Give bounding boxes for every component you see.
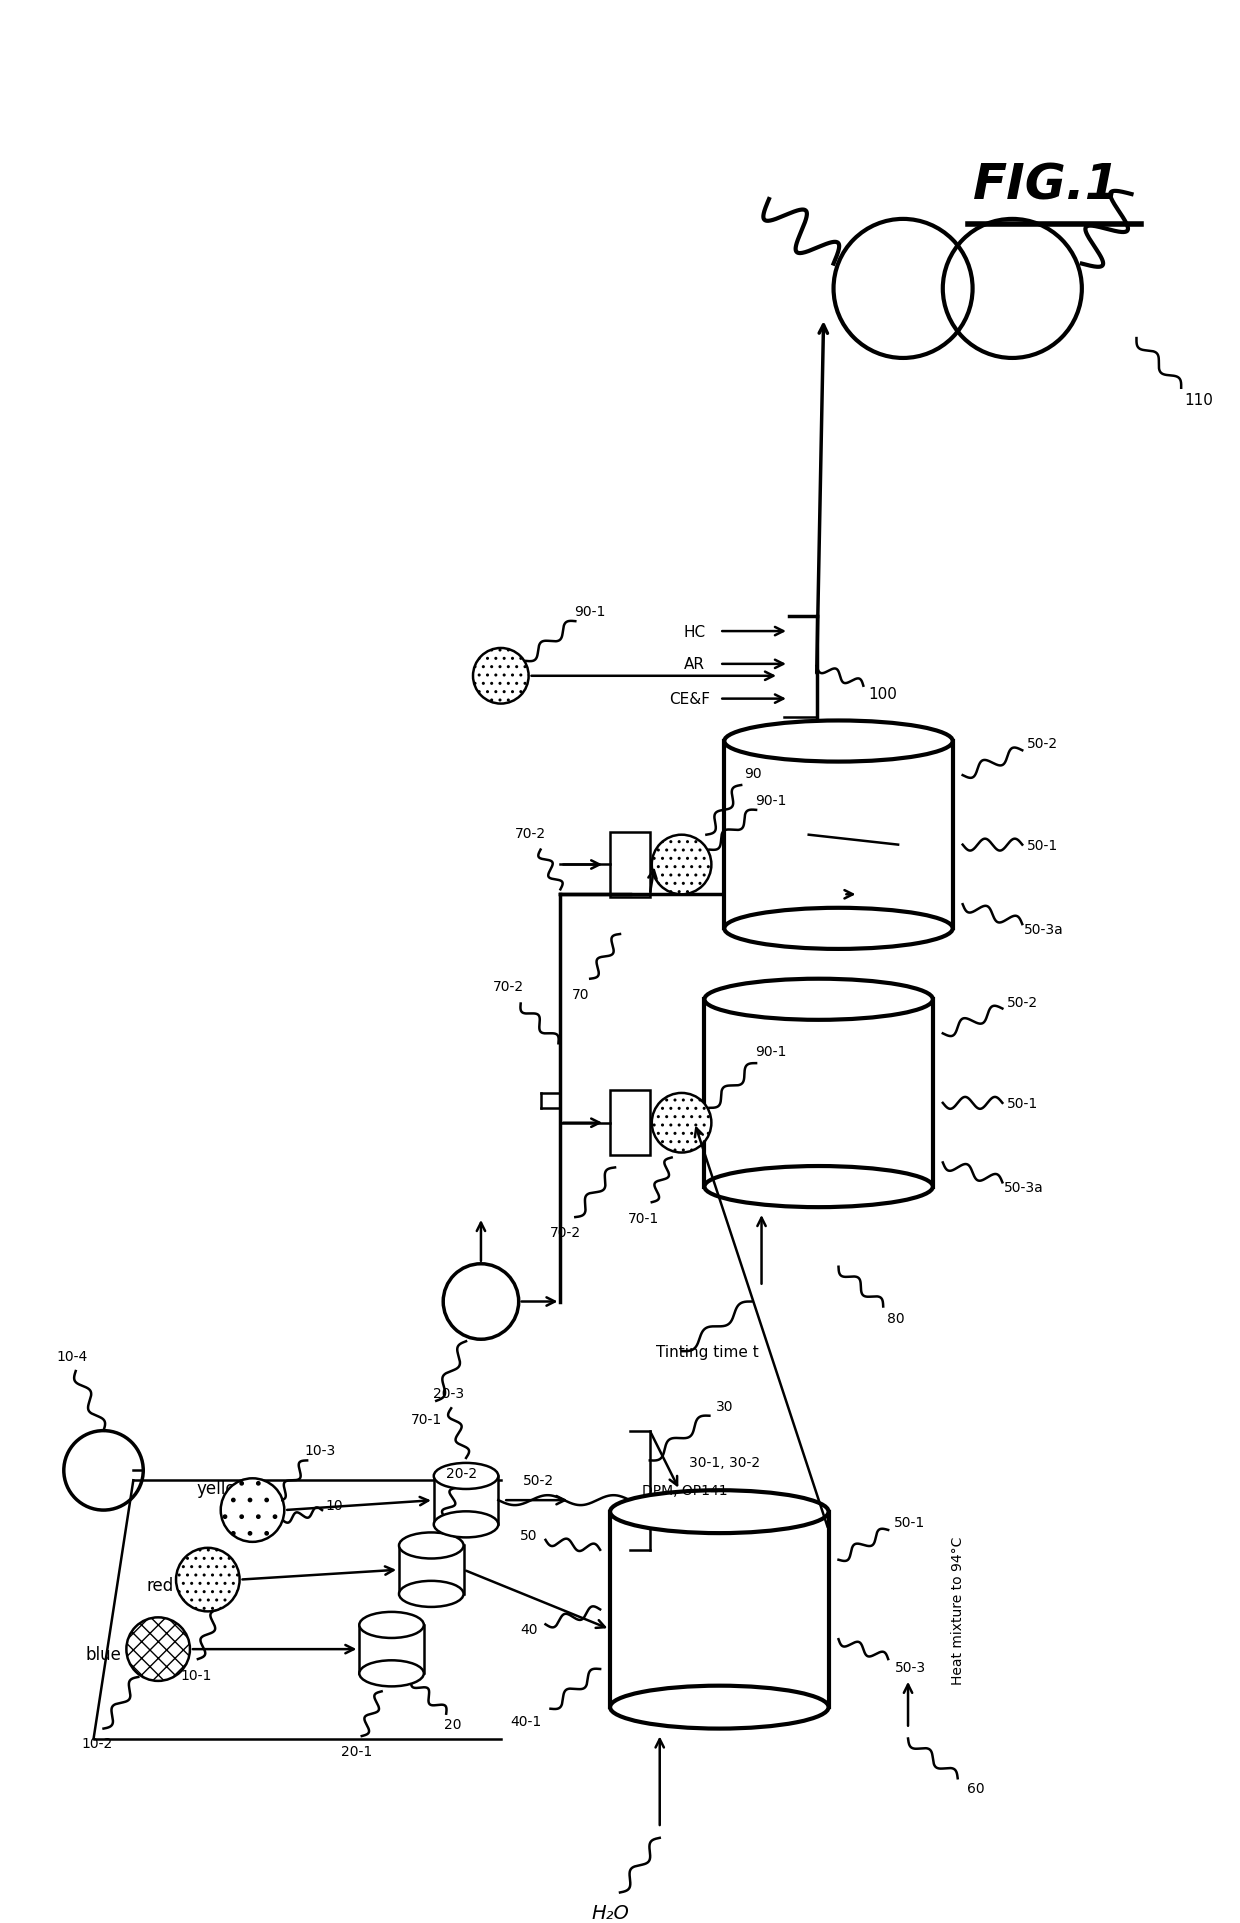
Ellipse shape xyxy=(704,979,932,1021)
Text: 50-3: 50-3 xyxy=(894,1660,925,1675)
Text: FIG.1: FIG.1 xyxy=(973,162,1121,210)
Ellipse shape xyxy=(360,1611,424,1638)
Text: 90-1: 90-1 xyxy=(574,606,606,619)
Text: 20: 20 xyxy=(444,1717,461,1731)
Ellipse shape xyxy=(724,908,952,950)
Text: 70-1: 70-1 xyxy=(410,1411,441,1427)
Text: 50-2: 50-2 xyxy=(1027,737,1058,750)
Text: 70-1: 70-1 xyxy=(629,1211,660,1225)
Text: 110: 110 xyxy=(1184,392,1214,408)
Text: 10-1: 10-1 xyxy=(180,1667,212,1683)
Circle shape xyxy=(176,1548,239,1611)
Text: 20-2: 20-2 xyxy=(445,1465,476,1481)
Circle shape xyxy=(652,1094,712,1154)
Circle shape xyxy=(472,648,528,704)
Text: 20-1: 20-1 xyxy=(341,1744,372,1758)
Text: 70-2: 70-2 xyxy=(494,979,525,992)
Ellipse shape xyxy=(724,721,952,762)
Text: Heat mixture to 94°C: Heat mixture to 94°C xyxy=(951,1535,965,1685)
Ellipse shape xyxy=(399,1581,464,1608)
Text: 70-2: 70-2 xyxy=(515,827,546,840)
Text: 70: 70 xyxy=(572,986,589,1002)
Text: 50-2: 50-2 xyxy=(522,1473,553,1488)
Text: 90-1: 90-1 xyxy=(755,794,786,808)
Bar xyxy=(724,742,952,929)
Ellipse shape xyxy=(610,1686,828,1729)
Text: 10: 10 xyxy=(325,1498,342,1511)
Ellipse shape xyxy=(360,1660,424,1686)
Text: 40: 40 xyxy=(520,1623,537,1636)
Text: 20-3: 20-3 xyxy=(433,1386,464,1400)
Text: 50-3a: 50-3a xyxy=(1004,1181,1044,1194)
Text: 50-2: 50-2 xyxy=(1007,994,1038,1010)
Text: DPM, OP141: DPM, OP141 xyxy=(642,1483,728,1498)
Text: H₂O: H₂O xyxy=(591,1904,629,1921)
Ellipse shape xyxy=(610,1490,828,1533)
Text: HC: HC xyxy=(683,625,706,638)
Text: 40-1: 40-1 xyxy=(510,1713,542,1727)
Text: 100: 100 xyxy=(869,687,898,702)
Text: 90-1: 90-1 xyxy=(755,1044,786,1060)
Bar xyxy=(434,1477,498,1525)
Bar xyxy=(704,1000,932,1186)
Text: blue: blue xyxy=(86,1646,122,1663)
Circle shape xyxy=(126,1617,190,1681)
Text: 30: 30 xyxy=(715,1400,733,1413)
Text: 60: 60 xyxy=(967,1781,985,1796)
Ellipse shape xyxy=(399,1533,464,1560)
Text: 10-2: 10-2 xyxy=(81,1736,112,1750)
Text: 50-1: 50-1 xyxy=(1027,838,1058,852)
Bar xyxy=(610,1090,650,1156)
Text: AR: AR xyxy=(684,658,706,671)
Text: CE&F: CE&F xyxy=(670,692,711,708)
Text: 80: 80 xyxy=(888,1311,905,1325)
Text: yellow: yellow xyxy=(196,1479,249,1498)
Bar xyxy=(360,1625,424,1673)
Bar xyxy=(610,1511,828,1708)
Ellipse shape xyxy=(704,1167,932,1208)
Text: 50-1: 50-1 xyxy=(1007,1096,1038,1110)
Ellipse shape xyxy=(434,1463,498,1488)
Text: 50-3a: 50-3a xyxy=(1024,923,1064,937)
Text: red: red xyxy=(146,1575,174,1594)
Bar xyxy=(610,833,650,898)
Text: 10-3: 10-3 xyxy=(305,1444,336,1458)
Text: 30-1, 30-2: 30-1, 30-2 xyxy=(688,1456,760,1469)
Text: 50: 50 xyxy=(520,1529,537,1542)
Text: Tinting time t: Tinting time t xyxy=(656,1344,759,1360)
Text: 10-4: 10-4 xyxy=(56,1350,87,1363)
Circle shape xyxy=(221,1479,284,1542)
Circle shape xyxy=(652,835,712,894)
Text: 70-2: 70-2 xyxy=(549,1225,580,1238)
Ellipse shape xyxy=(434,1511,498,1538)
Bar xyxy=(399,1546,464,1594)
Text: 90: 90 xyxy=(744,767,761,781)
Text: 50-1: 50-1 xyxy=(894,1515,925,1529)
